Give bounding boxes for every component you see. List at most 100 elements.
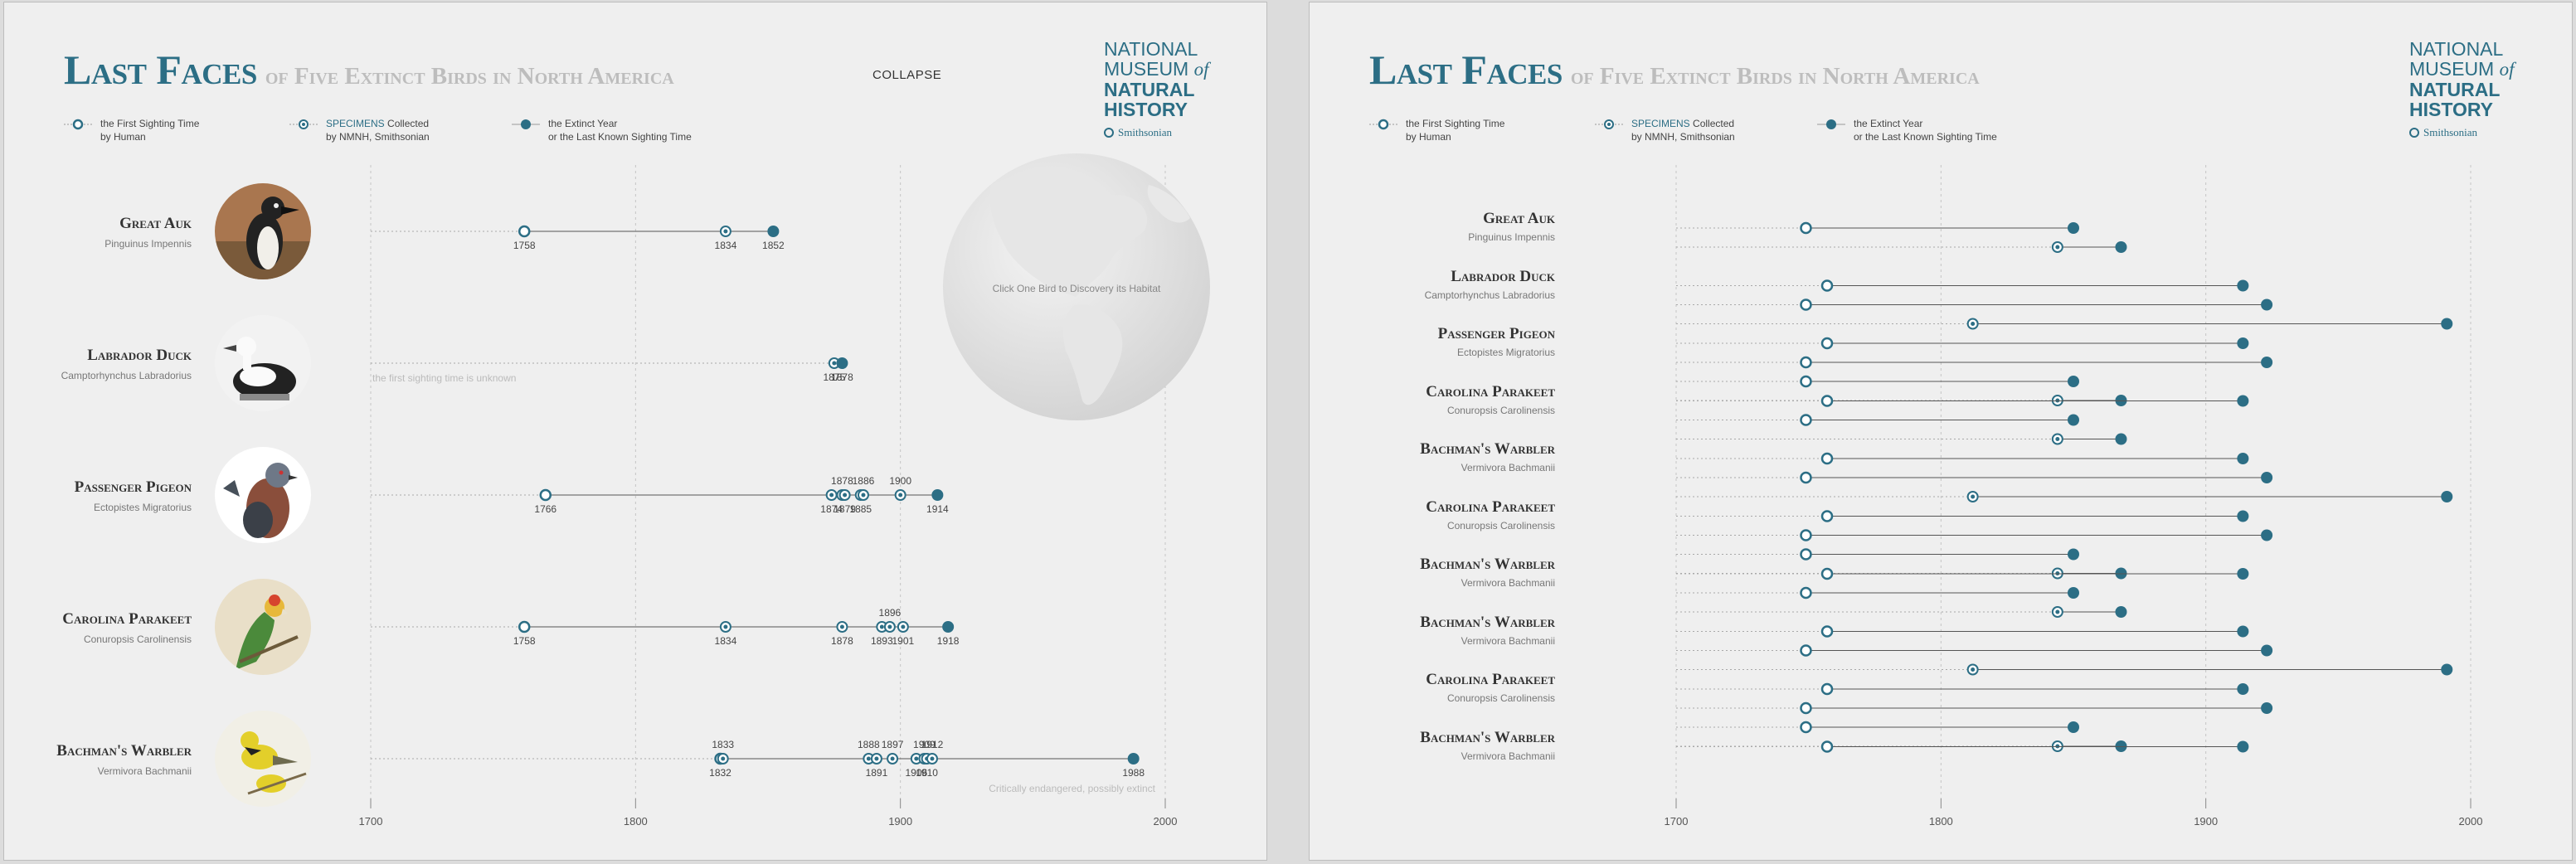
extinct-marker[interactable] — [2115, 241, 2127, 253]
extinct-marker[interactable] — [2068, 376, 2079, 387]
extinct-marker[interactable] — [2237, 625, 2249, 638]
first-sighting-marker[interactable] — [1800, 548, 1812, 561]
first-sighting-marker[interactable] — [1820, 337, 1834, 350]
bird-name-passenger-pigeon[interactable]: Passenger Pigeon — [1437, 325, 1555, 342]
first-sighting-marker[interactable] — [1820, 395, 1834, 407]
first-sighting-marker[interactable] — [1800, 375, 1812, 388]
bird-name-passenger-pigeon[interactable]: Passenger Pigeon — [74, 478, 192, 496]
extinct-marker[interactable] — [931, 489, 944, 501]
bird-name-great-auk[interactable]: Great Auk — [119, 215, 192, 232]
extinct-marker[interactable] — [2237, 395, 2249, 407]
bird-name-carolina-parakeet[interactable]: Carolina Parakeet — [62, 610, 192, 628]
bird-name-bachman-s-warbler[interactable]: Bachman's Warbler — [1420, 613, 1555, 631]
first-sighting-marker[interactable] — [1800, 721, 1812, 734]
specimen-marker[interactable] — [1966, 663, 1979, 676]
bird-name-carolina-parakeet[interactable]: Carolina Parakeet — [1426, 671, 1555, 688]
extinct-marker[interactable] — [2068, 587, 2079, 599]
first-sighting-marker[interactable] — [1820, 567, 1834, 580]
extinct-marker[interactable] — [2261, 529, 2273, 541]
first-sighting-marker[interactable] — [539, 488, 552, 502]
extinct-marker[interactable] — [2237, 740, 2249, 753]
first-sighting-marker[interactable] — [1820, 279, 1834, 292]
specimen-marker[interactable] — [1966, 491, 1979, 502]
bird-name-carolina-parakeet[interactable]: Carolina Parakeet — [1426, 382, 1555, 400]
first-sighting-marker[interactable] — [1820, 625, 1834, 638]
collapse-button[interactable]: COLLAPSE — [872, 68, 942, 82]
specimen-marker[interactable] — [926, 753, 938, 764]
extinct-marker[interactable] — [2237, 510, 2249, 522]
bird-name-bachman-s-warbler[interactable]: Bachman's Warbler — [56, 742, 192, 760]
extinct-marker[interactable] — [2237, 683, 2249, 695]
legend-right: the First Sighting Time by Human SPECIMEN… — [1369, 117, 2033, 150]
legend-first-sighting-right: the First Sighting Time by Human — [1369, 117, 1504, 143]
extinct-marker[interactable] — [942, 621, 955, 633]
first-sighting-marker[interactable] — [1820, 682, 1834, 696]
extinct-marker[interactable] — [2068, 222, 2079, 234]
bird-name-labrador-duck[interactable]: Labrador Duck — [1451, 267, 1555, 285]
specimen-marker[interactable] — [2051, 433, 2063, 445]
specimen-marker[interactable] — [883, 621, 896, 633]
extinct-marker[interactable] — [2261, 472, 2273, 483]
first-sighting-marker[interactable] — [1800, 529, 1812, 541]
specimen-marker[interactable] — [2051, 241, 2063, 253]
extinct-marker[interactable] — [2261, 299, 2273, 311]
bird-name-labrador-duck[interactable]: Labrador Duck — [87, 347, 192, 364]
first-sighting-marker[interactable] — [518, 225, 531, 238]
extinct-marker[interactable] — [767, 226, 780, 237]
first-sighting-marker[interactable] — [1820, 510, 1834, 522]
specimen-marker[interactable] — [719, 621, 731, 633]
specimen-marker[interactable] — [857, 489, 869, 501]
bird-name-bachman-s-warbler[interactable]: Bachman's Warbler — [1420, 728, 1555, 746]
first-sighting-marker[interactable] — [518, 620, 531, 633]
specimen-marker[interactable] — [897, 621, 909, 633]
extinct-marker[interactable] — [2441, 491, 2453, 502]
specimen-marker[interactable] — [717, 753, 729, 764]
extinct-marker[interactable] — [2237, 337, 2249, 349]
specimen-marker[interactable] — [894, 489, 906, 501]
globe-map-icon[interactable] — [941, 152, 1212, 422]
extinct-marker[interactable] — [2237, 279, 2249, 292]
specimen-marker[interactable] — [887, 753, 899, 764]
extinct-marker[interactable] — [2115, 433, 2127, 445]
extinct-marker[interactable] — [1127, 753, 1140, 764]
extinct-marker[interactable] — [2068, 548, 2079, 561]
first-sighting-marker[interactable] — [1800, 221, 1812, 235]
bird-name-bachman-s-warbler[interactable]: Bachman's Warbler — [1420, 556, 1555, 573]
extinct-marker[interactable] — [2237, 453, 2249, 464]
specimen-marker[interactable] — [2051, 606, 2063, 618]
extinct-marker[interactable] — [2441, 663, 2453, 676]
extinct-marker[interactable] — [2115, 606, 2127, 618]
first-sighting-marker[interactable] — [1800, 299, 1812, 311]
first-sighting-marker[interactable] — [1800, 414, 1812, 426]
bird-name-great-auk[interactable]: Great Auk — [1483, 210, 1555, 227]
first-sighting-marker[interactable] — [1800, 356, 1812, 369]
first-sighting-marker[interactable] — [1820, 452, 1834, 465]
passenger-pigeon-portrait[interactable] — [215, 447, 311, 543]
extinct-marker[interactable] — [2068, 721, 2079, 733]
bird-name-bachman-s-warbler[interactable]: Bachman's Warbler — [1420, 440, 1555, 458]
extinct-marker[interactable] — [836, 357, 848, 369]
specimen-marker[interactable] — [838, 489, 851, 501]
extinct-marker[interactable] — [2261, 702, 2273, 714]
specimen-marker[interactable] — [1966, 318, 1979, 330]
specimen-marker[interactable] — [836, 621, 848, 633]
year-label: 1912 — [921, 739, 944, 750]
specimen-marker[interactable] — [825, 489, 838, 501]
specimen-marker[interactable] — [863, 753, 875, 764]
first-sighting-marker[interactable] — [1800, 586, 1812, 599]
carolina-parakeet-portrait[interactable] — [215, 579, 311, 675]
extinct-marker[interactable] — [2261, 357, 2273, 368]
bird-name-carolina-parakeet[interactable]: Carolina Parakeet — [1426, 498, 1555, 516]
specimen-marker[interactable] — [870, 753, 882, 764]
extinct-marker[interactable] — [2237, 568, 2249, 580]
extinct-marker[interactable] — [2441, 318, 2453, 330]
extinct-marker[interactable] — [2068, 414, 2079, 426]
first-sighting-marker[interactable] — [1820, 740, 1834, 753]
extinct-marker[interactable] — [2261, 644, 2273, 657]
first-sighting-marker[interactable] — [1800, 644, 1812, 657]
first-sighting-marker[interactable] — [1800, 701, 1812, 715]
first-sighting-marker[interactable] — [1800, 471, 1812, 484]
bachmans-warbler-portrait[interactable] — [215, 711, 311, 807]
specimen-marker[interactable] — [719, 226, 731, 237]
labrador-duck-portrait[interactable] — [215, 315, 311, 411]
